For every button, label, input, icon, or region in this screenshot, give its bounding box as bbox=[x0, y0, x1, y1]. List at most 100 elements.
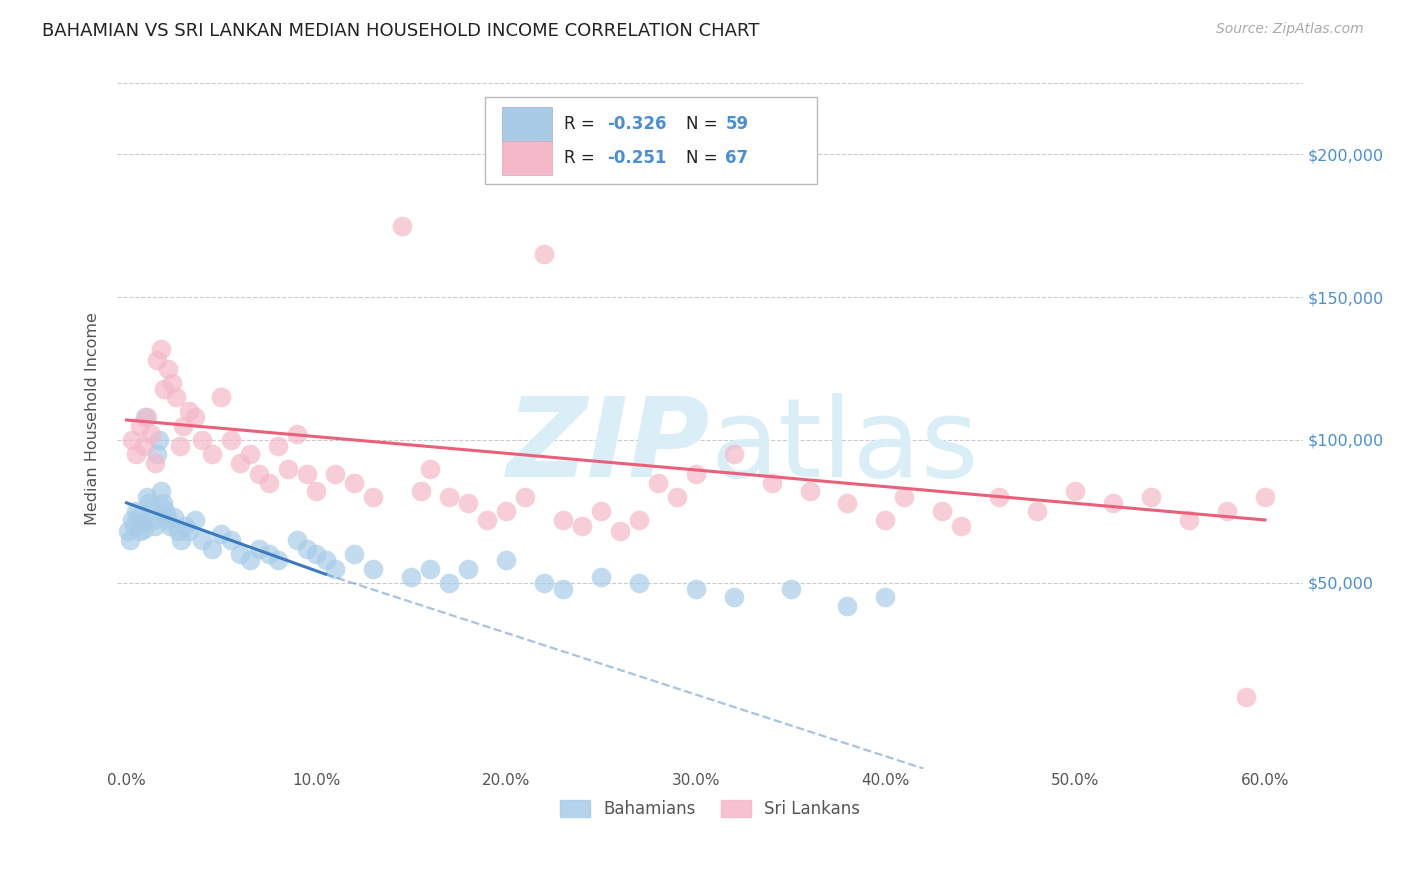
Point bbox=[779, 582, 801, 596]
Point bbox=[475, 513, 498, 527]
Point bbox=[323, 561, 346, 575]
Point bbox=[128, 524, 150, 539]
Point bbox=[361, 561, 384, 575]
Point bbox=[138, 496, 160, 510]
Point bbox=[419, 461, 441, 475]
Point bbox=[457, 496, 479, 510]
Point bbox=[267, 439, 290, 453]
Point bbox=[122, 518, 145, 533]
Point bbox=[589, 504, 612, 518]
Point bbox=[343, 547, 366, 561]
Point bbox=[209, 390, 232, 404]
Point bbox=[409, 484, 432, 499]
Point bbox=[419, 561, 441, 575]
Point bbox=[201, 447, 224, 461]
Text: N =: N = bbox=[686, 149, 723, 167]
Point bbox=[285, 427, 308, 442]
Point bbox=[571, 518, 593, 533]
Point bbox=[219, 433, 242, 447]
Point bbox=[117, 524, 139, 539]
Point bbox=[239, 553, 262, 567]
Text: R =: R = bbox=[564, 149, 600, 167]
Point bbox=[1234, 690, 1257, 705]
Point bbox=[589, 570, 612, 584]
Text: -0.326: -0.326 bbox=[607, 115, 666, 133]
Text: N =: N = bbox=[686, 115, 723, 133]
Point bbox=[247, 467, 270, 482]
Point bbox=[285, 533, 308, 547]
Point bbox=[799, 484, 821, 499]
Point bbox=[174, 518, 197, 533]
Point bbox=[120, 533, 142, 547]
Text: R =: R = bbox=[564, 115, 600, 133]
Point bbox=[647, 475, 669, 490]
Text: atlas: atlas bbox=[710, 393, 979, 500]
Point bbox=[157, 513, 180, 527]
Point bbox=[127, 510, 149, 524]
Point bbox=[361, 490, 384, 504]
Point bbox=[153, 501, 176, 516]
FancyBboxPatch shape bbox=[485, 96, 817, 184]
FancyBboxPatch shape bbox=[502, 141, 553, 175]
Legend: Bahamians, Sri Lankans: Bahamians, Sri Lankans bbox=[553, 793, 866, 824]
Point bbox=[184, 513, 207, 527]
Point bbox=[132, 522, 155, 536]
Point bbox=[132, 439, 155, 453]
Point bbox=[305, 484, 328, 499]
Point bbox=[665, 490, 688, 504]
Point bbox=[837, 599, 859, 613]
Text: ZIP: ZIP bbox=[506, 393, 710, 500]
Point bbox=[159, 518, 181, 533]
Point bbox=[837, 496, 859, 510]
Point bbox=[437, 490, 460, 504]
Point bbox=[229, 547, 252, 561]
Point bbox=[152, 496, 174, 510]
Point bbox=[1178, 513, 1201, 527]
Point bbox=[153, 382, 176, 396]
Point bbox=[170, 533, 193, 547]
Point bbox=[295, 467, 318, 482]
Point bbox=[257, 475, 280, 490]
Point bbox=[627, 513, 650, 527]
Point bbox=[1064, 484, 1087, 499]
Point bbox=[391, 219, 413, 233]
Point bbox=[125, 447, 148, 461]
Point bbox=[146, 353, 169, 368]
Text: BAHAMIAN VS SRI LANKAN MEDIAN HOUSEHOLD INCOME CORRELATION CHART: BAHAMIAN VS SRI LANKAN MEDIAN HOUSEHOLD … bbox=[42, 22, 759, 40]
Point bbox=[149, 342, 172, 356]
Point bbox=[191, 433, 214, 447]
Point bbox=[495, 504, 517, 518]
Point bbox=[1216, 504, 1239, 518]
Point bbox=[399, 570, 422, 584]
Point bbox=[533, 247, 555, 261]
Point bbox=[139, 427, 162, 442]
Point bbox=[551, 513, 574, 527]
Point bbox=[315, 553, 337, 567]
Point bbox=[148, 433, 170, 447]
Point bbox=[177, 524, 200, 539]
Point bbox=[627, 575, 650, 590]
Point bbox=[172, 418, 194, 433]
Point bbox=[229, 456, 252, 470]
Point bbox=[247, 541, 270, 556]
Point bbox=[513, 490, 536, 504]
Point bbox=[1140, 490, 1163, 504]
Point bbox=[160, 376, 183, 390]
Text: Source: ZipAtlas.com: Source: ZipAtlas.com bbox=[1216, 22, 1364, 37]
Point bbox=[201, 541, 224, 556]
Text: 59: 59 bbox=[725, 115, 748, 133]
Point bbox=[157, 361, 180, 376]
Point bbox=[323, 467, 346, 482]
Point bbox=[1026, 504, 1049, 518]
Point bbox=[950, 518, 973, 533]
Point bbox=[1254, 490, 1277, 504]
Point bbox=[305, 547, 328, 561]
Point bbox=[125, 504, 148, 518]
Point bbox=[128, 418, 150, 433]
Point bbox=[437, 575, 460, 590]
Point bbox=[257, 547, 280, 561]
Point bbox=[533, 575, 555, 590]
Point bbox=[239, 447, 262, 461]
Point bbox=[184, 410, 207, 425]
Point bbox=[143, 456, 166, 470]
